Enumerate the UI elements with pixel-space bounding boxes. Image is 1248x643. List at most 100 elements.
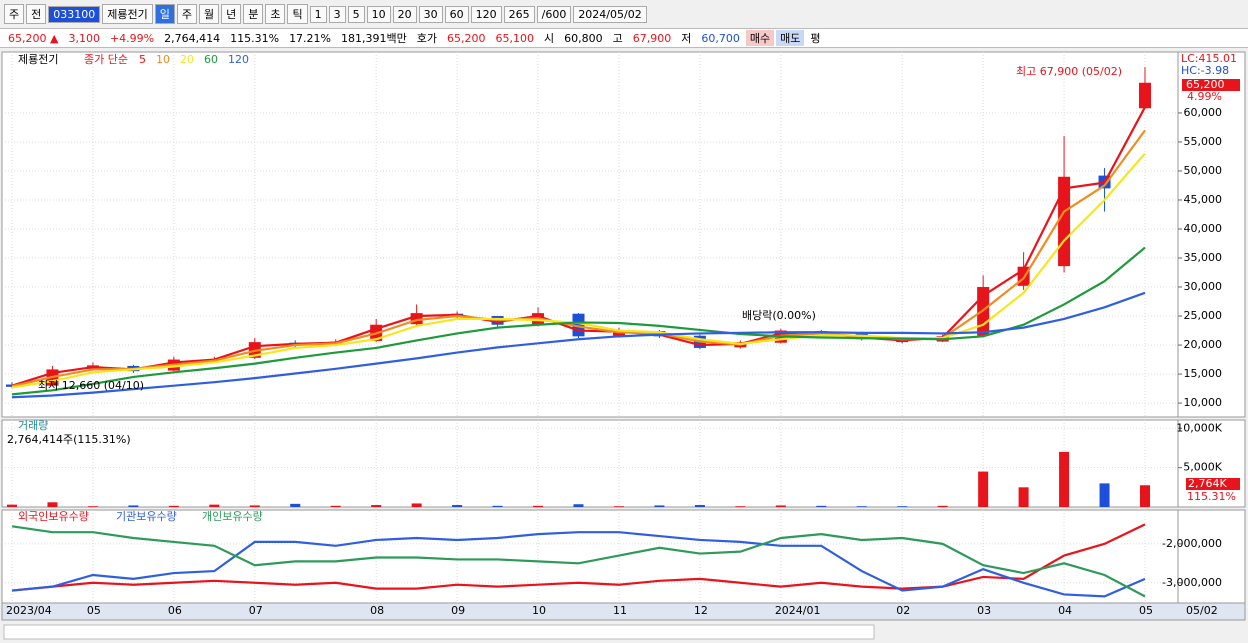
x-tick-label: 05 (1139, 604, 1153, 617)
y-tick-label: 55,000 (1184, 135, 1223, 148)
x-tick-label: 02 (896, 604, 910, 617)
toolbar-item[interactable]: 주 (4, 4, 25, 24)
annotation: 최저 12,660 (04/10) (38, 379, 144, 392)
bar (1059, 451, 1070, 507)
toolbar-item[interactable]: 1 (309, 5, 327, 23)
quote-bar: 65,200 ▲ 3,100 +4.99% 2,764,414 115.31% 17.21… (0, 28, 1248, 48)
bar (492, 505, 503, 507)
legend-item: 20 (180, 53, 194, 66)
candle-body (46, 369, 59, 386)
candle-body (977, 287, 990, 336)
y-tick-label: 30,000 (1184, 280, 1223, 293)
x-tick-label: 12 (694, 604, 708, 617)
quote-item[interactable]: 매수 (745, 30, 775, 46)
legend-item: 개인보유수량 (202, 510, 263, 523)
toolbar-item[interactable]: 10 (366, 5, 391, 23)
bar (371, 505, 382, 507)
series-line (11, 246, 1146, 396)
toolbar: 주 전 033100 제룡전기 일 주 월 년 분 초 틱 1 3 5 10 20 30 60 120 265/600… (0, 3, 1248, 25)
panel-title: 거래량 (18, 419, 48, 432)
x-tick-label: 11 (613, 604, 627, 617)
quote-item: 3,100 (68, 31, 100, 45)
candle-body (410, 313, 423, 325)
panel (1, 51, 1179, 418)
y-tick-label: -3,000,000 (1162, 576, 1222, 589)
toolbar-item[interactable]: 30 (418, 5, 443, 23)
toolbar-item[interactable]: 년 (221, 4, 242, 24)
toolbar-item[interactable]: 5 (347, 5, 365, 23)
scroll-track[interactable] (3, 624, 875, 640)
toolbar-item[interactable]: 전 (26, 4, 47, 24)
candle-body (6, 384, 18, 387)
candle-body (167, 359, 180, 371)
bar (978, 471, 989, 507)
panel (1, 419, 1179, 508)
bar (128, 505, 139, 507)
x-tick-label: 05 (87, 604, 101, 617)
bar (7, 504, 17, 507)
toolbar-item[interactable]: 분 (243, 4, 264, 24)
toolbar-item[interactable]: 120 (470, 5, 502, 23)
y-tick-label: 25,000 (1184, 309, 1223, 322)
toolbar-item[interactable]: 2024/05/02 (573, 5, 647, 23)
toolbar-item[interactable]: 033100 (48, 5, 101, 23)
readout-box (1182, 79, 1240, 91)
bar (937, 505, 948, 507)
series-line (11, 525, 1146, 598)
readout-box (1186, 478, 1240, 490)
readout: 2,764K (1188, 477, 1227, 490)
scrollbar (0, 620, 1248, 643)
candle-body (248, 342, 261, 358)
panel-subtitle: 2,764,414주(115.31%) (7, 433, 131, 446)
toolbar-item[interactable]: 틱 (287, 4, 308, 24)
toolbar-item[interactable]: 초 (265, 4, 286, 24)
bar (654, 505, 665, 507)
candle-body (1139, 82, 1151, 109)
axis-panel (1177, 419, 1246, 508)
series-line (11, 106, 1146, 387)
legend-item: 5 (139, 53, 146, 66)
toolbar-item[interactable]: 265 (503, 5, 535, 23)
toolbar-item[interactable]: 주 (176, 4, 197, 24)
toolbar-item[interactable]: 3 (328, 5, 346, 23)
y-tick-label: 10,000 (1184, 396, 1223, 409)
axis-panel (1177, 51, 1246, 418)
series-line (11, 152, 1146, 389)
y-tick-label: 5,000K (1183, 461, 1222, 474)
bar (1099, 483, 1110, 507)
bar (613, 506, 624, 507)
candle-body (208, 358, 221, 360)
toolbar-item[interactable]: 20 (392, 5, 417, 23)
series-line (11, 531, 1146, 598)
bar (856, 506, 867, 507)
quote-item[interactable]: 매도 (776, 30, 805, 46)
quote-item[interactable]: 평 (810, 32, 821, 45)
candle-body (734, 342, 747, 348)
bar (1018, 487, 1029, 507)
toolbar-item[interactable]: 일 (154, 4, 175, 24)
x-tick-label: 08 (370, 604, 384, 617)
toolbar-item[interactable]: 월 (198, 4, 220, 24)
candle-body (1017, 266, 1030, 286)
toolbar-item[interactable]: /600 (536, 5, 572, 23)
candle-body (572, 313, 585, 337)
candle-body (329, 341, 342, 346)
y-tick-label: -2,000,000 (1162, 537, 1222, 550)
x-tick-label: 06 (168, 604, 182, 617)
bar (533, 505, 544, 507)
candle-body (370, 324, 383, 341)
readout: 65,200 (1186, 78, 1225, 91)
bar (816, 505, 827, 507)
candle-body (774, 330, 787, 343)
legend-item: 120 (228, 53, 249, 66)
panel (1, 509, 1179, 604)
quote-item: 67,900 (632, 31, 672, 45)
toolbar-item[interactable]: 제룡전기 (102, 4, 153, 24)
quote-item: 181,391백만 (341, 32, 407, 45)
readout: HC:-3.98 (1181, 64, 1229, 77)
bar (87, 506, 98, 507)
toolbar-item[interactable]: 60 (444, 5, 469, 23)
candle-body (936, 336, 949, 342)
quote-item: 65,200 ▲ (8, 31, 59, 45)
